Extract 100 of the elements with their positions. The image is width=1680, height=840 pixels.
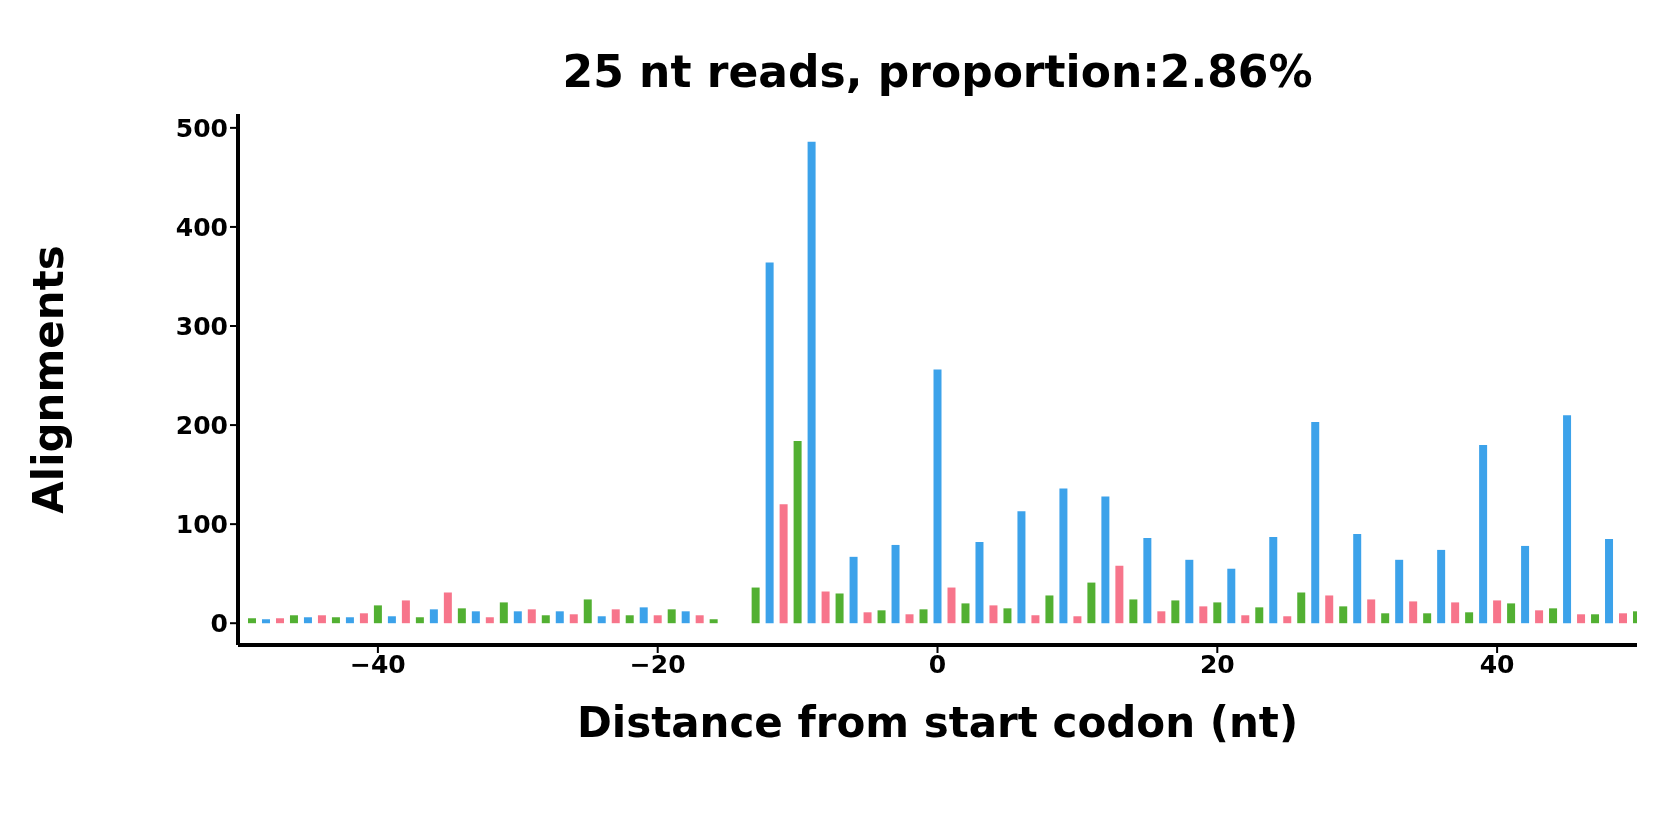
bar xyxy=(1619,613,1628,624)
bar xyxy=(1241,615,1250,624)
chart-title: 25 nt reads, proportion:2.86% xyxy=(561,46,1314,97)
bar xyxy=(1003,608,1012,624)
bar xyxy=(261,619,270,624)
bar xyxy=(891,544,900,624)
bar xyxy=(1409,601,1418,624)
bar xyxy=(947,587,956,624)
bar xyxy=(1269,537,1278,624)
y-axis-title: Alignments xyxy=(23,245,73,514)
x-tick-label: 40 xyxy=(1479,649,1515,679)
bar xyxy=(1311,422,1320,624)
bar xyxy=(1437,549,1446,624)
bar xyxy=(359,613,368,624)
bar xyxy=(1325,595,1334,624)
bar xyxy=(1171,600,1180,624)
y-tick-label: 200 xyxy=(175,410,228,440)
bar xyxy=(1521,545,1530,624)
bar xyxy=(527,609,536,624)
y-tick-label: 400 xyxy=(175,212,228,242)
bar xyxy=(779,504,788,624)
bar xyxy=(1143,538,1152,624)
bar xyxy=(625,615,634,624)
bar xyxy=(1493,600,1502,624)
x-tick-label: −20 xyxy=(629,649,686,679)
bar xyxy=(667,609,676,624)
y-tick-label: 0 xyxy=(210,609,228,639)
bar xyxy=(919,609,928,624)
bar xyxy=(1255,607,1264,624)
bar xyxy=(821,591,830,624)
bar xyxy=(849,556,858,624)
bar xyxy=(1199,606,1208,624)
bar xyxy=(1465,612,1474,624)
bar xyxy=(1451,602,1460,624)
bar xyxy=(835,593,844,624)
x-tick-label: 0 xyxy=(928,649,947,679)
bar xyxy=(1577,614,1586,624)
bar xyxy=(555,611,564,624)
bar xyxy=(1381,613,1390,624)
bar xyxy=(863,612,872,624)
bar xyxy=(709,619,718,624)
bar xyxy=(1353,534,1362,624)
bar xyxy=(289,615,298,624)
bar xyxy=(429,609,438,624)
bar xyxy=(807,141,816,624)
bar xyxy=(401,600,410,624)
bar xyxy=(1101,496,1110,624)
bar xyxy=(961,603,970,624)
bar xyxy=(793,440,802,624)
bar xyxy=(1129,599,1138,624)
y-tick-label: 500 xyxy=(175,113,228,143)
x-axis-title: Distance from start codon (nt) xyxy=(576,698,1299,747)
bar xyxy=(975,541,984,624)
bar xyxy=(317,615,326,624)
bar xyxy=(457,608,466,624)
bar xyxy=(248,618,256,624)
x-tick-label: 20 xyxy=(1199,649,1235,679)
bar xyxy=(681,611,690,624)
bar xyxy=(653,615,662,624)
bar xyxy=(1423,613,1432,624)
bar xyxy=(1227,568,1236,624)
bar xyxy=(499,602,508,624)
bar xyxy=(933,369,942,624)
bar xyxy=(695,615,704,624)
bar xyxy=(1479,444,1488,624)
bar xyxy=(1395,559,1404,624)
bar xyxy=(1045,595,1054,624)
bar xyxy=(1591,614,1600,624)
bar xyxy=(373,605,382,624)
bar xyxy=(1563,415,1572,624)
bar xyxy=(443,592,452,624)
bar xyxy=(1535,610,1544,624)
bar xyxy=(1185,559,1194,624)
bar xyxy=(345,617,354,624)
bar xyxy=(1549,608,1558,624)
bar xyxy=(989,605,998,624)
bar xyxy=(583,599,592,624)
bar xyxy=(765,262,774,624)
bar xyxy=(1213,602,1222,624)
bar xyxy=(275,618,284,624)
bar xyxy=(1017,511,1026,624)
bar xyxy=(513,611,522,624)
bar xyxy=(471,611,480,624)
bar xyxy=(303,617,312,624)
bar xyxy=(1367,599,1376,624)
bar xyxy=(751,587,760,624)
bar xyxy=(1283,616,1292,624)
bar xyxy=(331,617,340,624)
bar xyxy=(1297,592,1306,624)
x-tick-label: −40 xyxy=(350,649,406,679)
bar xyxy=(541,615,550,624)
bar xyxy=(1339,606,1348,624)
bar xyxy=(639,607,648,624)
bar xyxy=(1031,615,1040,624)
y-tick-label: 100 xyxy=(175,510,228,540)
bar xyxy=(877,610,886,624)
bar xyxy=(1115,565,1124,624)
bar xyxy=(1507,603,1516,624)
bar xyxy=(1157,611,1166,624)
bar xyxy=(905,614,914,624)
